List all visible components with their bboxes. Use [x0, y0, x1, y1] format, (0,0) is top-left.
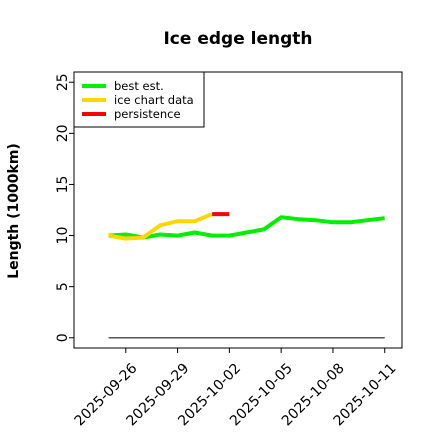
y-tick-label: 10 [55, 227, 71, 245]
y-tick-label: 15 [55, 176, 71, 194]
y-tick-label: 0 [55, 333, 71, 342]
y-axis-label: Length (1000km) [6, 143, 22, 279]
series-line [108, 212, 213, 241]
legend-label: persistence [114, 107, 181, 121]
series-line [108, 215, 385, 240]
legend-label: best est. [114, 79, 164, 93]
chart-title: Ice edge length [163, 29, 312, 49]
y-tick-label: 25 [55, 73, 71, 91]
legend-label: ice chart data [114, 93, 194, 107]
axes-frame [73, 71, 403, 349]
y-tick-label: 5 [55, 282, 71, 291]
y-tick-label: 20 [55, 124, 71, 142]
